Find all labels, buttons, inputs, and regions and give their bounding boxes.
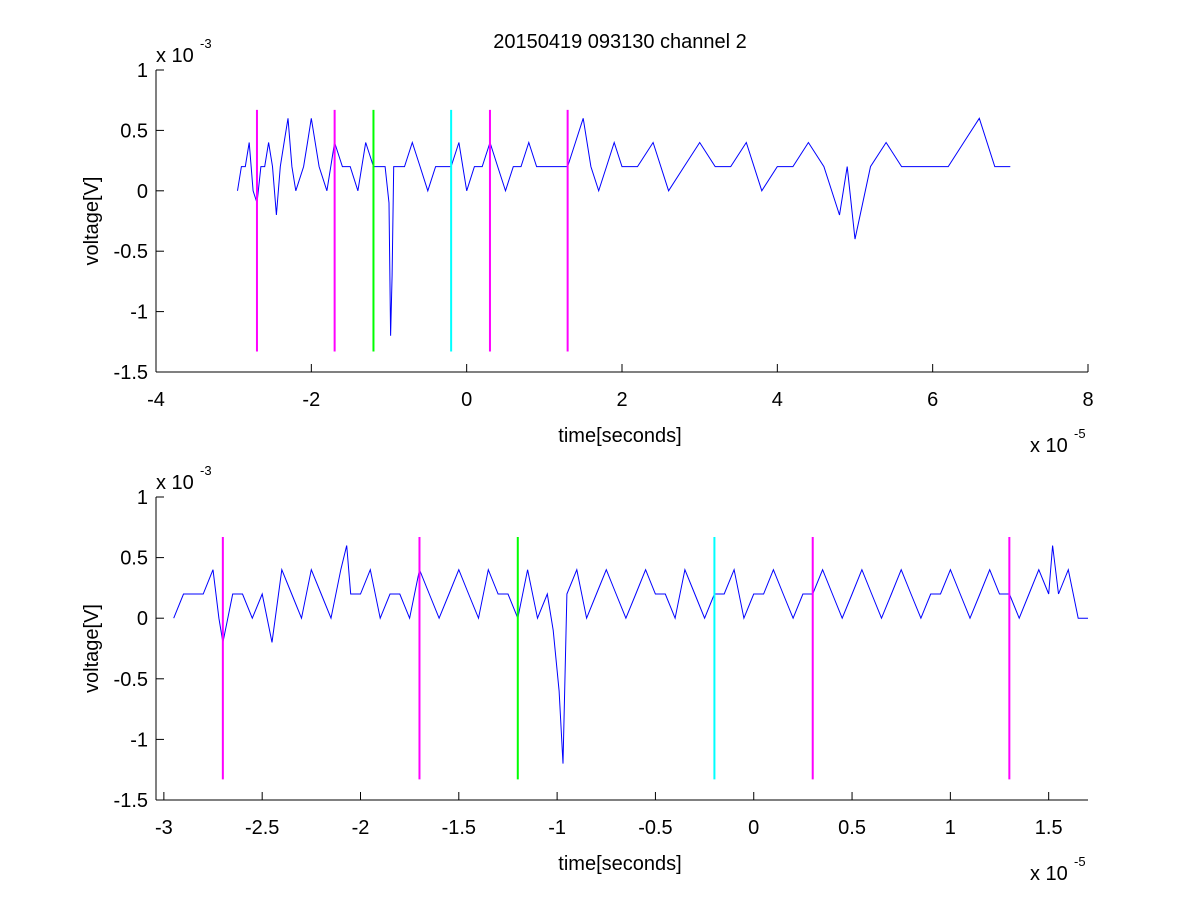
x-tick-label: 0 xyxy=(461,389,472,411)
y-axis-label: voltage[V] xyxy=(81,177,103,266)
x-axis-exponent: x 10 xyxy=(1030,435,1068,457)
x-tick-label: 4 xyxy=(772,389,783,411)
y-tick-label: -1 xyxy=(130,302,148,324)
x-tick-label: 0.5 xyxy=(838,817,866,839)
y-axis-exponent-power: -3 xyxy=(200,463,212,478)
x-tick-label: 8 xyxy=(1082,389,1093,411)
x-tick-label: 1.5 xyxy=(1035,817,1063,839)
y-tick-label: 0 xyxy=(137,181,148,203)
x-tick-label: 1 xyxy=(945,817,956,839)
top-subplot: -4 -2 0 2 4 6 8 -1.5 -1 -0.5 0 0.5 1 x 10 -3 x 10 -5 time… xyxy=(81,36,1094,457)
x-tick-label: -2 xyxy=(302,389,320,411)
y-tick-label: 1 xyxy=(137,60,148,82)
x-axis-label: time[seconds] xyxy=(558,425,681,447)
y-tick-label: -1.5 xyxy=(114,790,148,812)
x-axis-label: time[seconds] xyxy=(558,853,681,875)
x-tick-label: 0 xyxy=(748,817,759,839)
voltage-trace xyxy=(237,117,1011,336)
y-tick-label: 0.5 xyxy=(120,120,148,142)
x-axis-exponent-power: -5 xyxy=(1074,426,1086,441)
y-tick-label: 1 xyxy=(137,487,148,509)
y-axis-exponent: x 10 xyxy=(156,45,194,67)
x-axis-exponent: x 10 xyxy=(1030,863,1068,885)
x-tick-label: -1.5 xyxy=(442,817,476,839)
y-tick-label: -1.5 xyxy=(114,362,148,384)
y-tick-label: -1 xyxy=(130,729,148,751)
x-tick-label: -2 xyxy=(352,817,370,839)
x-tick-label: -1 xyxy=(548,817,566,839)
x-tick-label: 2 xyxy=(616,389,627,411)
y-axis-exponent: x 10 xyxy=(156,472,194,494)
y-tick-label: 0 xyxy=(137,608,148,630)
x-tick-label: 6 xyxy=(927,389,938,411)
y-tick-label: -0.5 xyxy=(114,241,148,263)
figure-title: 20150419 093130 channel 2 xyxy=(493,31,747,53)
y-tick-label: -0.5 xyxy=(114,669,148,691)
y-tick-label: 0.5 xyxy=(120,548,148,570)
y-axis-exponent-power: -3 xyxy=(200,36,212,51)
y-axis-label: voltage[V] xyxy=(81,604,103,693)
x-tick-label: -2.5 xyxy=(245,817,279,839)
x-tick-label: -0.5 xyxy=(638,817,672,839)
bottom-subplot: -3 -2.5 -2 -1.5 -1 -0.5 0 0.5 1 1.5 -1.5 -1 -0.5 0 0.5… xyxy=(81,463,1088,885)
x-tick-label: -4 xyxy=(147,389,165,411)
x-tick-label: -3 xyxy=(155,817,173,839)
x-axis-exponent-power: -5 xyxy=(1074,854,1086,869)
voltage-trace xyxy=(173,545,1088,764)
